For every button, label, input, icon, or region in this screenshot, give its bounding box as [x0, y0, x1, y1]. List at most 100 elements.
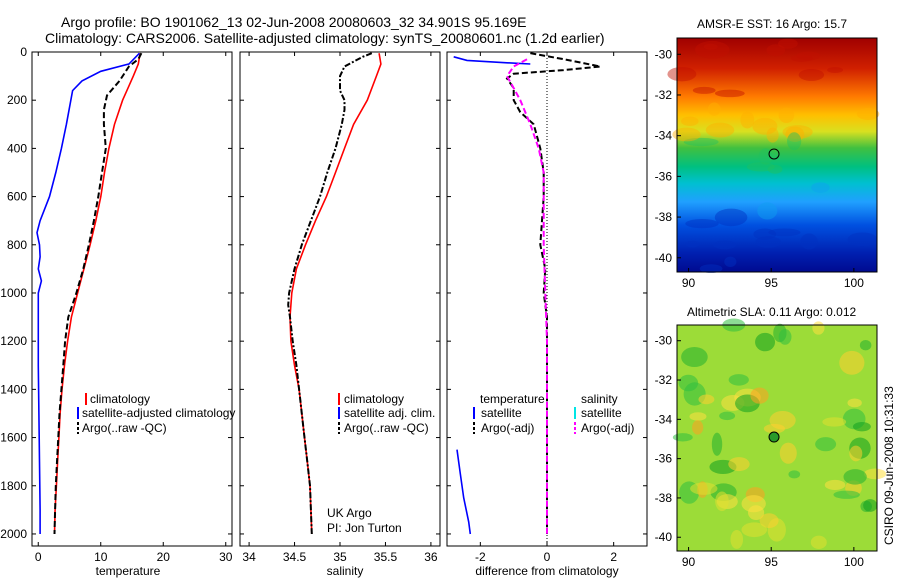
sla-map-axes: [676, 324, 878, 552]
series-line-argo-raw-qc: [287, 52, 373, 535]
heatmap-texture-patch: [815, 437, 837, 452]
sla-map-ticks: 90 95 100 -30 -32 -34 -36 -38 -40: [655, 334, 865, 569]
y-tick-label: 1400: [0, 382, 27, 396]
legend-heading-salinity: salinity: [581, 392, 618, 406]
sst-heatmap-texture: [667, 38, 880, 274]
series-line-satellite-adjusted-climatology: [36, 52, 141, 534]
y-tick-label: -38: [655, 210, 673, 224]
temperature-series: [36, 52, 143, 535]
x-tick-label: 0: [544, 550, 551, 564]
difference-legend: temperature satellite Argo(-adj) salinit…: [473, 392, 634, 435]
x-tick-label: -2: [475, 550, 486, 564]
heatmap-texture-patch: [681, 346, 708, 368]
argo-location-marker: [768, 431, 780, 443]
y-tick-label: 600: [7, 190, 27, 204]
temperature-legend: climatology satellite-adjusted climatolo…: [77, 392, 235, 435]
heatmap-texture-patch: [843, 469, 867, 485]
y-tick-label: -36: [655, 169, 673, 183]
heatmap-texture-patch: [766, 127, 779, 143]
heatmap-texture-patch: [847, 398, 862, 408]
y-tick-label: -40: [655, 251, 673, 265]
x-tick-label: 10: [94, 550, 108, 564]
heatmap-texture-patch: [790, 54, 813, 62]
sla-heatmap-texture: [672, 318, 887, 550]
legend-label: Argo(-adj): [481, 421, 534, 435]
heatmap-texture-patch: [741, 495, 766, 513]
y-tick-label: -34: [655, 412, 673, 426]
x-tick-label: 35.5: [374, 550, 398, 564]
y-tick-label: 1800: [0, 479, 27, 493]
legend-heading-temperature: temperature: [480, 392, 545, 406]
y-tick-label: 1600: [0, 431, 27, 445]
heatmap-texture-patch: [714, 208, 748, 227]
heatmap-texture-patch: [812, 321, 825, 335]
legend-label: climatology: [344, 392, 404, 406]
heatmap-texture-patch: [852, 421, 871, 432]
heatmap-texture-patch: [750, 387, 769, 404]
difference-xlabel: difference from climatology: [475, 564, 618, 578]
heatmap-texture-patch: [755, 332, 776, 352]
heatmap-texture-patch: [824, 479, 846, 491]
heatmap-texture-patch: [719, 411, 736, 421]
y-tick-label: -40: [655, 530, 673, 544]
x-tick-label: 95: [765, 555, 779, 569]
y-tick-label: 1000: [0, 286, 27, 300]
heatmap-texture-patch: [755, 236, 782, 248]
heatmap-texture-patch: [759, 513, 779, 529]
y-tick-label: -32: [655, 373, 673, 387]
series-line-temperature-satellite: [453, 56, 531, 65]
heatmap-texture-patch: [859, 340, 872, 351]
y-tick-label: -32: [655, 88, 673, 102]
x-tick-label: 100: [844, 276, 864, 290]
heatmap-texture-patch: [678, 374, 699, 392]
temperature-xlabel: temperature: [96, 564, 161, 578]
argo-location-marker: [768, 148, 780, 160]
salinity-axes: [239, 51, 441, 547]
x-tick-label: 34: [242, 550, 256, 564]
heatmap-texture-patch: [698, 394, 715, 405]
heatmap-texture-patch: [800, 233, 818, 250]
x-tick-label: 0: [35, 550, 42, 564]
heatmap-texture-patch: [767, 164, 783, 174]
legend-label: climatology: [90, 392, 150, 406]
heatmap-texture-patch: [728, 457, 750, 472]
y-tick-label: 400: [7, 141, 27, 155]
heatmap-texture-patch: [810, 535, 827, 550]
y-tick-label: -36: [655, 452, 673, 466]
sst-map-ticks: 90 95 100 -30 -32 -34 -36 -38 -40: [655, 47, 865, 290]
y-tick-label: 1200: [0, 334, 27, 348]
x-tick-label: 30: [219, 550, 233, 564]
legend-label: satellite adj. clim.: [344, 406, 435, 420]
heatmap-texture-patch: [685, 240, 700, 248]
heatmap-texture-patch: [672, 433, 693, 442]
x-tick-label: 90: [682, 555, 696, 569]
series-line-climatology: [289, 53, 382, 535]
heatmap-texture-patch: [849, 445, 863, 462]
legend-label: satellite: [581, 406, 622, 420]
series-line-argo-raw-qc: [53, 52, 143, 535]
temperature-axes: [31, 51, 233, 547]
series-line-climatology: [53, 53, 141, 535]
y-tick-label: -30: [655, 47, 673, 61]
y-tick-label: 0: [20, 45, 27, 59]
timestamp-label: CSIRO 09-Jun-2008 10:31:33: [882, 386, 896, 545]
x-tick-label: 2: [610, 550, 617, 564]
series-line-temperature-argo-adj: [505, 52, 601, 534]
y-tick-label: 200: [7, 93, 27, 107]
heatmap-texture-patch: [681, 116, 699, 127]
legend-label: satellite: [481, 406, 522, 420]
x-tick-label: 95: [765, 276, 779, 290]
heatmap-texture-patch: [763, 423, 786, 434]
x-tick-label: 100: [844, 555, 864, 569]
sst-heatmap-field: [677, 38, 877, 272]
heatmap-texture-patch: [778, 329, 792, 345]
salinity-series: [287, 52, 382, 535]
title-line-1: Argo profile: BO 1901062_13 02-Jun-2008 …: [61, 14, 527, 30]
legend-label: Argo(-adj): [581, 421, 634, 435]
x-tick-label: 35: [333, 550, 347, 564]
heatmap-texture-patch: [728, 374, 749, 386]
x-tick-label: 36: [424, 550, 438, 564]
heatmap-texture-patch: [798, 69, 825, 81]
sst-map: AMSR-E SST: 16 Argo: 15.7 90 95 100 -30 -32 -…: [655, 17, 880, 290]
x-tick-label: 34.5: [283, 550, 307, 564]
